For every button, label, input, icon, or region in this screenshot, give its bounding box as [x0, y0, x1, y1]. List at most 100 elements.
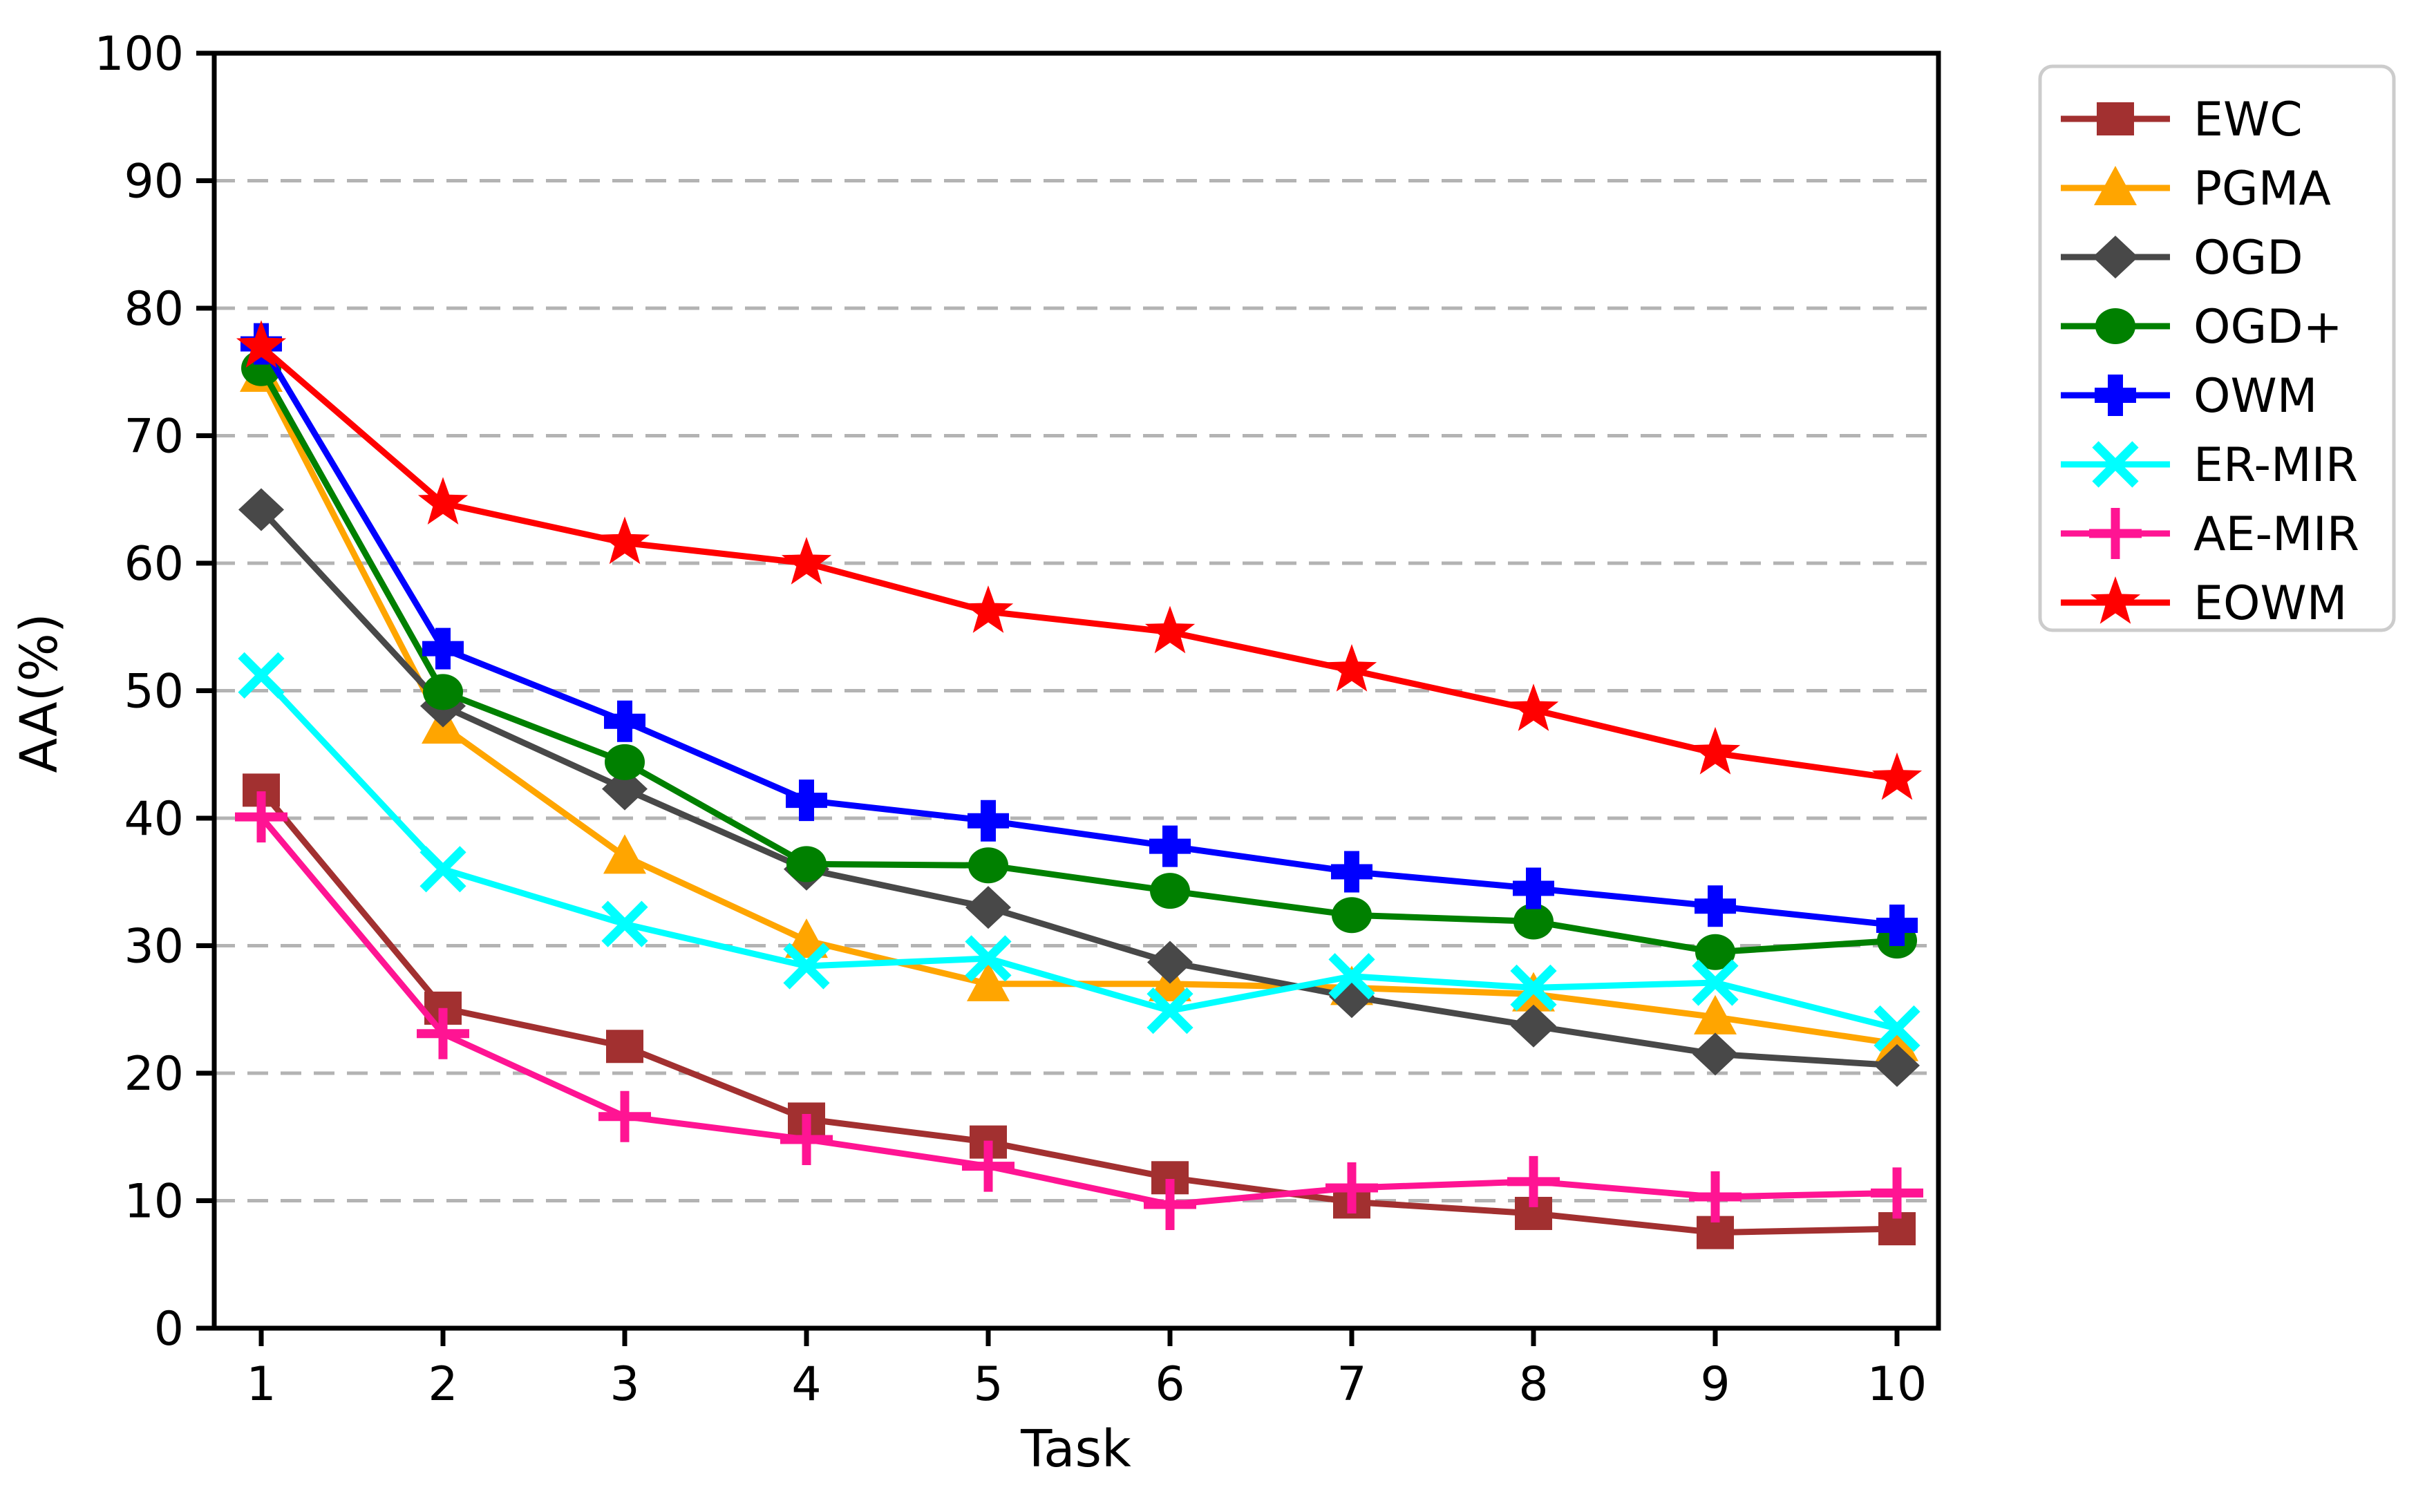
legend-square-icon: [2097, 102, 2134, 135]
x-tick-label-4: 4: [791, 1357, 821, 1412]
y-tick-label-60: 60: [124, 537, 184, 592]
marker-OGD+-9: [1695, 934, 1736, 970]
series-EWC: [243, 773, 1916, 1249]
series-OGD: [238, 488, 1920, 1087]
series-line-OGD+: [258, 366, 1898, 956]
series-PGMA: [240, 352, 1919, 1061]
marker-OGD-1: [238, 488, 285, 531]
series-OGD+: [241, 350, 1918, 970]
marker-EOWM-9: [1690, 726, 1741, 775]
marker-EOWM-2: [417, 477, 469, 525]
y-tick-label-30: 30: [124, 920, 184, 974]
marker-PGMA-5: [967, 961, 1010, 1001]
x-tick-label-5: 5: [973, 1357, 1003, 1412]
legend: EWC PGMA OGD OGD+ OWM ER-MIR AE-MIR EOWM: [2038, 64, 2396, 632]
x-tick-label-10: 10: [1867, 1357, 1927, 1412]
marker-AE-MIR-1: [235, 791, 288, 843]
marker-OWM-3: [604, 700, 646, 742]
y-tick-label-0: 0: [154, 1302, 184, 1357]
legend-label-ER-MIR: ER-MIR: [2193, 438, 2358, 493]
x-tick-label-3: 3: [610, 1357, 639, 1412]
legend-plus-filled-icon: [2095, 375, 2136, 416]
legend-item-PGMA: PGMA: [2061, 162, 2331, 216]
y-tick-label-90: 90: [124, 155, 184, 209]
marker-OWM-5: [968, 800, 1010, 842]
marker-AE-MIR-2: [417, 1008, 470, 1059]
legend-item-ER-MIR: ER-MIR: [2061, 438, 2358, 493]
x-tick-label-1: 1: [246, 1357, 276, 1412]
series-line-EWC: [258, 788, 1898, 1236]
series-group: [235, 320, 1924, 1249]
legend-item-EOWM: EOWM: [2061, 576, 2347, 631]
marker-ER-MIR-8: [1510, 964, 1557, 1011]
marker-OGD-3: [602, 767, 648, 811]
legend-diamond-icon: [2093, 236, 2138, 278]
marker-AE-MIR-5: [962, 1140, 1015, 1192]
x-tick-label-6: 6: [1155, 1357, 1185, 1412]
legend-x-icon: [2092, 441, 2139, 488]
legend-star-icon: [2090, 576, 2141, 624]
marker-OGD+-4: [786, 846, 827, 882]
series-AE-MIR: [235, 791, 1924, 1231]
marker-OWM-10: [1876, 904, 1918, 946]
marker-AE-MIR-9: [1689, 1171, 1742, 1222]
x-axis-label: Task: [1020, 1419, 1131, 1479]
marker-OGD+-5: [968, 847, 1009, 884]
x-tick-label-7: 7: [1337, 1357, 1366, 1412]
marker-ER-MIR-10: [1874, 1005, 1920, 1052]
marker-EWC-3: [606, 1030, 644, 1064]
marker-EOWM-7: [1326, 644, 1377, 692]
marker-AE-MIR-10: [1871, 1167, 1924, 1219]
marker-OWM-8: [1513, 867, 1555, 909]
series-EOWM: [236, 320, 1923, 800]
marker-OGD-8: [1511, 1004, 1557, 1048]
legend-item-OWM: OWM: [2061, 369, 2317, 424]
legend-label-OWM: OWM: [2193, 369, 2317, 424]
marker-OGD+-8: [1513, 903, 1554, 940]
marker-EOWM-6: [1144, 605, 1196, 654]
y-tick-label-20: 20: [124, 1047, 184, 1102]
marker-OWM-2: [422, 627, 464, 670]
marker-OGD+-7: [1332, 897, 1372, 934]
marker-ER-MIR-2: [419, 846, 466, 893]
legend-label-EWC: EWC: [2193, 93, 2303, 147]
marker-ER-MIR-6: [1146, 987, 1193, 1034]
marker-OWM-4: [786, 779, 828, 822]
legend-label-PGMA: PGMA: [2193, 162, 2331, 216]
axis-ticks: [196, 50, 1900, 1346]
marker-ER-MIR-9: [1692, 959, 1739, 1006]
legend-item-OGD: OGD: [2061, 231, 2303, 285]
x-tick-label-8: 8: [1518, 1357, 1548, 1412]
marker-OWM-9: [1695, 885, 1737, 927]
series-ER-MIR: [238, 652, 1920, 1052]
marker-AE-MIR-7: [1325, 1162, 1379, 1214]
marker-ER-MIR-7: [1328, 953, 1375, 1000]
marker-OWM-7: [1331, 851, 1373, 893]
marker-PGMA-10: [1876, 1021, 1919, 1061]
y-tick-label-80: 80: [124, 282, 184, 337]
legend-label-AE-MIR: AE-MIR: [2193, 507, 2359, 562]
series-line-OWM: [258, 342, 1898, 929]
marker-EOWM-1: [236, 320, 287, 368]
tick-labels: 0 10 20 30 40 50 60 70 80 90 100 1 2 3 4 5 6 7 8 9 10: [94, 27, 1927, 1412]
series-line-AE-MIR: [258, 815, 1898, 1208]
marker-OGD+-2: [423, 674, 464, 710]
marker-EOWM-10: [1871, 752, 1923, 800]
marker-AE-MIR-3: [598, 1090, 652, 1142]
x-tick-label-9: 9: [1700, 1357, 1730, 1412]
marker-OWM-6: [1149, 825, 1191, 867]
gridlines: [214, 179, 1938, 1202]
legend-item-EWC: EWC: [2061, 93, 2303, 147]
marker-ER-MIR-5: [965, 935, 1012, 982]
series-line-ER-MIR: [258, 673, 1898, 1032]
y-tick-label-10: 10: [124, 1175, 184, 1229]
marker-OGD-9: [1692, 1032, 1739, 1076]
series-line-EOWM: [259, 343, 1898, 782]
marker-PGMA-9: [1694, 994, 1737, 1034]
legend-box: [2038, 64, 2396, 632]
marker-EOWM-4: [781, 537, 832, 585]
marker-EOWM-3: [599, 516, 650, 565]
marker-OGD+-3: [605, 744, 645, 780]
